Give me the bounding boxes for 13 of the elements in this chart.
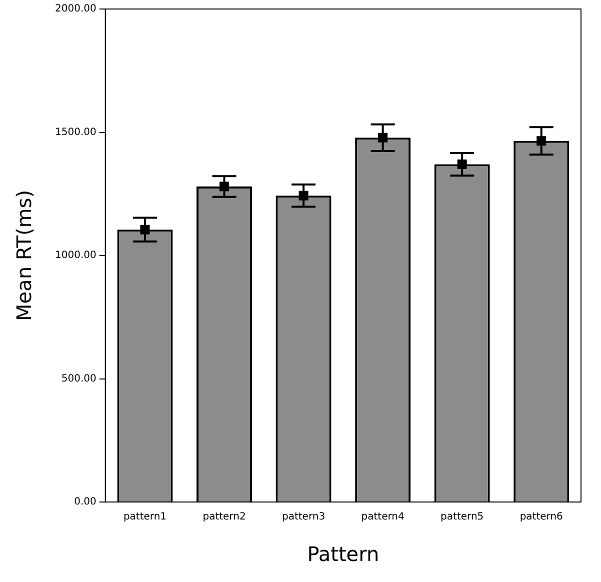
x-tick-label: pattern4	[361, 512, 404, 523]
x-axis-title: Pattern	[307, 542, 380, 566]
y-tick-label: 2000.00	[54, 4, 96, 15]
x-tick-label: pattern2	[202, 512, 246, 523]
y-tick-label: 0.00	[74, 496, 96, 508]
x-tick-label: pattern6	[520, 512, 563, 523]
x-tick-label: pattern3	[282, 512, 326, 523]
y-axis-title: Mean RT(ms)	[12, 190, 36, 322]
y-tick-label: 1500.00	[54, 126, 96, 138]
y-tick-label: 1000.00	[54, 250, 96, 262]
x-tick-label: pattern1	[123, 512, 167, 523]
x-tick-label: pattern5	[440, 512, 484, 523]
y-tick-label: 500.00	[61, 373, 96, 384]
